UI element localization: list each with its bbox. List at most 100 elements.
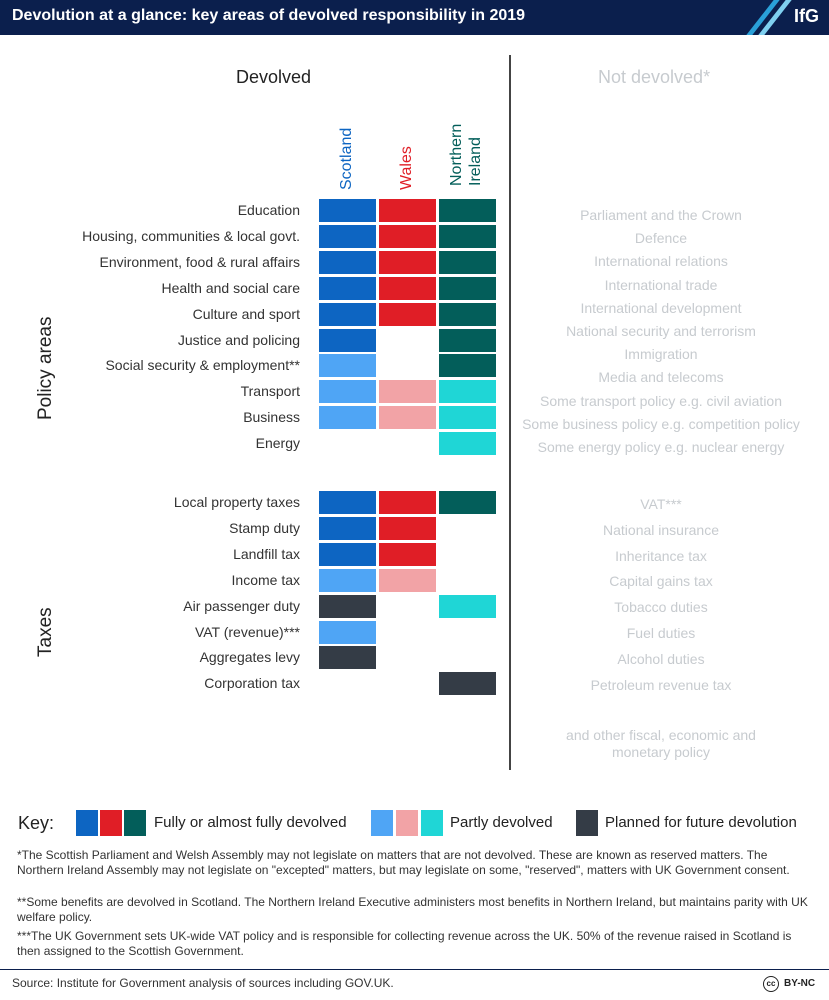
cell-housing-communities-local-govt-scotland — [319, 224, 376, 248]
key-swatch-ni-full — [124, 810, 146, 836]
cell-landfill-tax-scotland — [319, 542, 376, 566]
row-label-income-tax: Income tax — [231, 571, 300, 588]
not-devolved-item: VAT*** — [640, 496, 682, 512]
nation-ni-label-line2: Ireland — [467, 137, 484, 186]
row-label-local-property-taxes: Local property taxes — [173, 494, 300, 510]
not-devolved-footer-line1: and other fiscal, economic and — [566, 727, 756, 743]
not-devolved-item: Tobacco duties — [614, 599, 708, 616]
cell-business-scotland — [319, 406, 376, 430]
cell-local-property-taxes-wales — [379, 491, 436, 514]
row-label-energy: Energy — [255, 435, 300, 452]
not-devolved-item: National security and terrorism — [566, 323, 756, 339]
cell-air-passenger-duty-ni — [439, 594, 496, 618]
row-label-education: Education — [237, 202, 300, 218]
cell-environment-food-rural-affairs-ni — [439, 250, 496, 274]
row-label-air-passenger-duty: Air passenger duty — [183, 597, 300, 614]
cell-housing-communities-local-govt-wales — [379, 224, 436, 248]
footnote-1: *The Scottish Parliament and Welsh Assem… — [17, 848, 790, 877]
not-devolved-footer: and other fiscal, economic and monetary … — [511, 727, 811, 761]
key-partial-label: Partly devolved — [450, 814, 553, 831]
ifg-logo: IfG — [794, 6, 819, 26]
not-devolved-item: Some transport policy e.g. civil aviatio… — [540, 392, 782, 409]
source-divider — [0, 969, 829, 970]
row-label-corporation-tax: Corporation tax — [204, 675, 300, 692]
cell-education-wales — [379, 199, 436, 222]
not-devolved-item: Some business policy e.g. competition po… — [522, 415, 800, 432]
cell-environment-food-rural-affairs-scotland — [319, 250, 376, 274]
not-devolved-item: International development — [580, 299, 742, 316]
row-label-culture-and-sport: Culture and sport — [192, 305, 300, 322]
row-label-stamp-duty: Stamp duty — [229, 519, 300, 536]
key-full-label: Fully or almost fully devolved — [154, 814, 347, 831]
nation-ni-label-line1: Northern — [448, 123, 465, 186]
row-label-environment-food-rural-affairs: Environment, food & rural affairs — [99, 253, 300, 270]
cell-health-and-social-care-ni — [439, 276, 496, 300]
key-swatch-wales-full — [100, 810, 122, 836]
not-devolved-item: Capital gains tax — [609, 573, 713, 590]
cell-culture-and-sport-wales — [379, 302, 436, 326]
cell-local-property-taxes-scotland — [319, 491, 376, 514]
cell-stamp-duty-wales — [379, 516, 436, 540]
cell-landfill-tax-wales — [379, 542, 436, 566]
cell-transport-scotland — [319, 380, 376, 404]
cell-energy-ni — [439, 432, 496, 456]
cell-social-security-employment-ni — [439, 354, 496, 378]
license-text: BY-NC — [784, 978, 816, 989]
cell-income-tax-scotland — [319, 568, 376, 592]
not-devolved-item: International relations — [594, 253, 728, 270]
cell-business-wales — [379, 406, 436, 430]
key-swatch-scotland-partial — [371, 810, 393, 836]
row-label-transport: Transport — [240, 383, 300, 400]
not-devolved-item: National insurance — [603, 521, 719, 538]
row-label-business: Business — [243, 409, 300, 426]
cell-local-property-taxes-ni — [439, 491, 496, 514]
cell-health-and-social-care-scotland — [319, 276, 376, 300]
cell-culture-and-sport-ni — [439, 302, 496, 326]
key-planned-label: Planned for future devolution — [605, 814, 797, 831]
devolved-divider — [509, 55, 511, 770]
not-devolved-item: Alcohol duties — [617, 650, 705, 667]
cell-justice-and-policing-ni — [439, 328, 496, 352]
cell-transport-ni — [439, 380, 496, 404]
not-devolved-item: Defence — [634, 230, 688, 247]
cell-culture-and-sport-scotland — [319, 302, 376, 326]
not-devolved-item: Immigration — [624, 346, 698, 363]
row-label-housing-communities-local-govt: Housing, communities & local govt. — [82, 227, 300, 244]
row-label-aggregates-levy: Aggregates levy — [199, 649, 300, 666]
nation-ni-label: Northern Ireland — [447, 124, 485, 186]
cell-income-tax-wales — [379, 568, 436, 592]
cell-education-scotland — [319, 199, 376, 222]
not-devolved-item: Petroleum revenue tax — [590, 676, 732, 693]
row-label-vat-revenue: VAT (revenue)*** — [194, 623, 300, 640]
cell-justice-and-policing-scotland — [319, 328, 376, 352]
cell-stamp-duty-scotland — [319, 516, 376, 540]
not-devolved-item: Fuel duties — [626, 625, 696, 641]
chart-title: Devolution at a glance: key areas of dev… — [12, 7, 526, 24]
nation-wales-label: Wales — [398, 146, 415, 190]
not-devolved-footer-line2: monetary policy — [611, 744, 711, 760]
section-label-taxes: Taxes — [35, 607, 56, 657]
nation-scotland-label: Scotland — [338, 127, 355, 190]
cell-education-ni — [439, 199, 496, 222]
cell-environment-food-rural-affairs-wales — [379, 250, 436, 274]
devolved-heading: Devolved — [236, 67, 312, 87]
cell-aggregates-levy-scotland — [319, 646, 376, 670]
row-label-justice-and-policing: Justice and policing — [177, 331, 300, 348]
key-swatch-wales-partial — [396, 810, 418, 836]
row-label-health-and-social-care: Health and social care — [161, 279, 300, 296]
cc-icon: cc — [763, 976, 779, 992]
not-devolved-item: Media and telecoms — [598, 369, 724, 386]
key-swatch-scotland-full — [76, 810, 98, 836]
key-title: Key: — [18, 813, 55, 833]
not-devolved-heading: Not devolved* — [598, 67, 711, 87]
not-devolved-item: Parliament and the Crown — [580, 207, 742, 223]
row-label-social-security-employment: Social security & employment** — [105, 357, 300, 374]
cell-business-ni — [439, 406, 496, 430]
cell-air-passenger-duty-scotland — [319, 594, 376, 618]
row-label-landfill-tax: Landfill tax — [233, 545, 300, 562]
not-devolved-item: International trade — [604, 276, 718, 293]
key-swatch-planned — [576, 810, 598, 836]
cell-housing-communities-local-govt-ni — [439, 224, 496, 248]
source-text: Source: Institute for Government analysi… — [12, 976, 394, 990]
footnote-3: ***The UK Government sets UK-wide VAT po… — [17, 929, 792, 958]
